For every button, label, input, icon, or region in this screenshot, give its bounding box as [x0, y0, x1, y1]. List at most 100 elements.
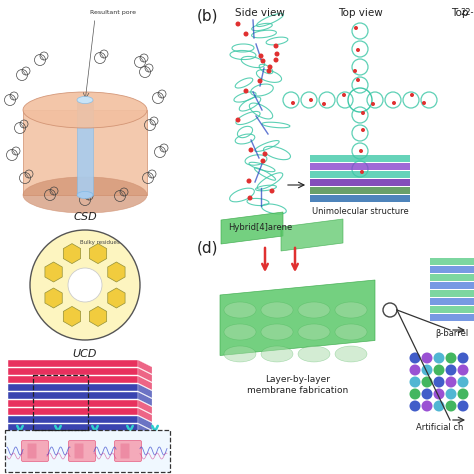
Text: 22-: 22-: [461, 8, 474, 17]
Text: Top view: Top view: [337, 8, 383, 18]
Circle shape: [356, 78, 360, 82]
Ellipse shape: [261, 346, 293, 362]
Circle shape: [248, 147, 254, 153]
Circle shape: [421, 365, 432, 375]
Polygon shape: [64, 306, 81, 327]
Polygon shape: [90, 244, 107, 264]
Circle shape: [322, 102, 326, 106]
Text: (b): (b): [197, 8, 219, 23]
Ellipse shape: [298, 302, 330, 318]
FancyBboxPatch shape: [21, 440, 48, 462]
Circle shape: [291, 101, 295, 105]
Bar: [5, 430, 170, 472]
Polygon shape: [138, 360, 152, 374]
Bar: [430, 314, 474, 321]
Text: Top: Top: [451, 8, 469, 18]
Circle shape: [68, 268, 102, 302]
Polygon shape: [221, 212, 283, 244]
Circle shape: [258, 54, 264, 58]
Circle shape: [457, 401, 468, 411]
Bar: [310, 187, 410, 194]
Circle shape: [270, 189, 274, 193]
Circle shape: [257, 79, 263, 83]
Circle shape: [361, 128, 365, 132]
Bar: [430, 274, 474, 281]
Bar: [8, 368, 138, 375]
Circle shape: [457, 376, 468, 388]
Bar: [8, 384, 138, 391]
Circle shape: [244, 31, 248, 36]
Circle shape: [434, 365, 445, 375]
Circle shape: [446, 365, 456, 375]
Bar: [77, 100, 93, 195]
Text: CSD: CSD: [73, 212, 97, 222]
Circle shape: [30, 230, 140, 340]
Bar: [310, 163, 410, 170]
Circle shape: [457, 365, 468, 375]
Bar: [8, 392, 138, 399]
Circle shape: [359, 149, 363, 153]
Circle shape: [371, 102, 375, 106]
Polygon shape: [90, 306, 107, 327]
Circle shape: [354, 26, 358, 30]
Ellipse shape: [261, 324, 293, 340]
Circle shape: [267, 64, 273, 70]
Circle shape: [263, 152, 267, 156]
Ellipse shape: [77, 191, 93, 199]
Text: Artificial ch: Artificial ch: [416, 423, 464, 432]
Bar: [8, 400, 138, 407]
Ellipse shape: [335, 324, 367, 340]
Circle shape: [446, 389, 456, 400]
Ellipse shape: [224, 324, 256, 340]
Polygon shape: [281, 219, 343, 251]
FancyBboxPatch shape: [120, 444, 129, 458]
Bar: [8, 360, 138, 367]
Polygon shape: [138, 416, 152, 430]
Bar: [33, 375, 88, 430]
Bar: [310, 155, 410, 162]
Text: Unimolecular structure: Unimolecular structure: [311, 207, 409, 216]
Text: β-barrel: β-barrel: [436, 329, 469, 338]
Circle shape: [446, 353, 456, 364]
Circle shape: [410, 365, 420, 375]
Circle shape: [236, 118, 240, 122]
Text: UCD: UCD: [73, 349, 97, 359]
Bar: [310, 179, 410, 186]
Polygon shape: [45, 262, 62, 282]
Bar: [8, 424, 138, 431]
Circle shape: [266, 69, 272, 73]
Polygon shape: [138, 368, 152, 382]
Circle shape: [421, 389, 432, 400]
Polygon shape: [8, 432, 152, 439]
Ellipse shape: [224, 302, 256, 318]
Bar: [8, 408, 138, 415]
Bar: [430, 298, 474, 305]
Ellipse shape: [23, 177, 147, 213]
Circle shape: [410, 401, 420, 411]
Circle shape: [410, 93, 414, 97]
Ellipse shape: [77, 97, 93, 103]
Text: Bulky residues: Bulky residues: [80, 239, 120, 245]
Ellipse shape: [298, 346, 330, 362]
Circle shape: [309, 98, 313, 102]
Polygon shape: [138, 424, 152, 438]
Circle shape: [244, 89, 248, 93]
Circle shape: [261, 158, 265, 164]
Circle shape: [392, 101, 396, 105]
Circle shape: [422, 101, 426, 105]
Text: Hybrid[4]arene: Hybrid[4]arene: [228, 223, 292, 232]
Circle shape: [446, 376, 456, 388]
Polygon shape: [138, 392, 152, 406]
Circle shape: [261, 58, 265, 64]
Ellipse shape: [23, 92, 147, 128]
Circle shape: [457, 353, 468, 364]
Text: Resultant pore: Resultant pore: [90, 9, 136, 15]
Circle shape: [434, 376, 445, 388]
Ellipse shape: [224, 346, 256, 362]
Polygon shape: [108, 262, 125, 282]
Circle shape: [246, 179, 252, 183]
Circle shape: [434, 353, 445, 364]
Ellipse shape: [298, 324, 330, 340]
Circle shape: [383, 303, 397, 317]
Circle shape: [446, 401, 456, 411]
